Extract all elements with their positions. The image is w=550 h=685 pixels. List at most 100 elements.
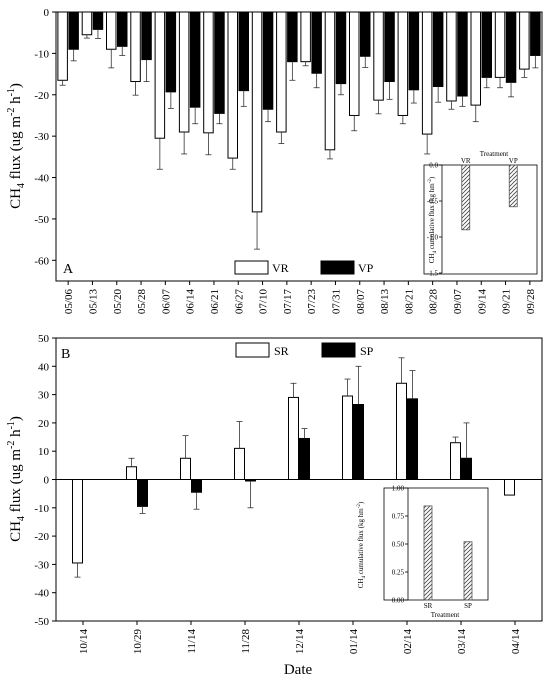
x-tick-label-08-13: 08/13 [379,289,391,315]
legend-swatch-sr [235,342,270,358]
y-tick-label: 10 [38,446,50,458]
bar-VP-05-06 [68,11,79,50]
y-tick-label: -20 [34,531,49,543]
bar-SP-11-14 [191,479,202,493]
bar-VR-08-07 [349,11,360,116]
bar-VP-09-07 [457,11,468,97]
x-tick-label-10-14: 10/14 [78,629,90,655]
inset-b-bars: SR SP [423,505,473,610]
y-tick-label: 40 [38,361,50,373]
bar-SP-02-14 [407,398,418,480]
x-tick-label-10-29: 10/29 [132,629,144,655]
inset-bar-VP [508,164,518,208]
x-tick-label-04-14: 04/14 [510,629,522,655]
inset-y-tick-label: -1.5 [427,270,439,278]
inset-category-label-VR: VR [461,157,471,165]
inset-a-bars: VR VP [461,157,518,231]
bar-VP-08-13 [384,11,395,83]
x-tick-label-08-21: 08/21 [403,289,415,314]
bar-VR-05-13 [81,11,93,36]
x-tick-label-05-20: 05/20 [112,289,124,315]
y-tick-label: -10 [34,48,49,60]
inset-b-y-axis: 0.00 0.25 0.50 0.75 1.00 [392,485,409,605]
x-tick-label-09-14: 09/14 [476,289,488,315]
y-tick-label: -20 [34,90,49,102]
x-tick-label-09-07: 09/07 [452,289,464,315]
bar-VP-05-28 [141,11,152,61]
x-tick-label-06-07: 06/07 [160,289,172,315]
x-tick-label-11-28: 11/28 [240,629,252,654]
inset-bar-SP [463,541,473,601]
x-tick-label-01-14: 01/14 [348,629,360,655]
inset-y-tick-label: 0.0 [429,162,438,170]
y-tick-label: 0 [44,475,50,487]
panel-a: 0 -10 -20 -30 -40 -50 -60 05/06 05/13 05/20 05/28… [6,7,543,315]
inset-y-tick-label: 0.00 [392,597,405,605]
bar-VR-07-31 [324,11,336,151]
inset-y-tick-label: 0.25 [392,569,405,577]
x-tick-label-07-17: 07/17 [282,289,294,315]
panel-b-letter: B [61,347,70,362]
inset-b-x-axis-title: Treatment [431,611,460,619]
inset-a-y-axis-title: CH4 cumulative flux (kg hm-2) [428,176,438,263]
inset-bar-SR [423,505,433,601]
bar-VP-08-07 [360,11,371,57]
bar-VR-07-17 [276,11,287,133]
bar-SP-03-14 [461,457,472,480]
y-tick-label: -40 [34,173,49,185]
inset-y-tick-label: 0.75 [392,513,405,521]
bar-SP-01-14 [353,404,364,481]
y-tick-label: 50 [38,333,50,345]
bar-VP-07-17 [287,11,298,63]
bar-SR-11-28 [234,447,245,480]
bar-SP-11-28 [245,479,256,482]
x-tick-label-12-14: 12/14 [294,629,306,655]
x-tick-label-07-23: 07/23 [306,289,318,315]
x-tick-label-02-14: 02/14 [402,629,414,655]
legend-swatch-sp [321,342,356,358]
bar-VP-08-28 [432,11,444,87]
x-tick-label-07-31: 07/31 [330,289,342,314]
bar-SR-11-14 [180,457,191,480]
bar-VP-07-23 [311,11,322,74]
inset-a-y-axis: 0.0 -0.5 -1.0 -1.5 [427,162,443,278]
x-tick-label-06-14: 06/14 [185,289,197,315]
panel-b-y-axis: 50 40 30 20 10 0 -10 -20 -30 -40 -50 [34,333,56,628]
inset-y-tick-label: 1.00 [392,485,405,493]
inset-category-label-SP: SP [464,602,472,610]
panel-a-frame [55,11,543,282]
bar-VP-06-21 [214,11,225,114]
panel-b: 50 40 30 20 10 0 -10 -20 -30 -40 -50 10/14 10/29 11/… [6,333,543,655]
legend-label-vr: VR [272,261,289,275]
bar-VR-09-21 [494,11,506,78]
bar-VP-09-21 [505,11,517,83]
bar-VP-05-13 [92,11,104,30]
panel-a-inset: Treatment 0.0 -0.5 -1.0 -1.5 VR VP CH4 cumul… [423,150,538,278]
bar-VR-09-07 [446,11,457,102]
bar-SR-10-29 [126,466,137,481]
panel-a-letter: A [63,262,74,277]
bar-VP-07-31 [335,11,347,85]
bar-SR-04-14 [504,479,515,496]
bar-VR-07-10 [251,11,263,213]
y-tick-label: -30 [34,559,49,571]
bar-VP-05-20 [117,11,128,47]
bar-VP-09-14 [481,11,492,78]
bar-SR-10-14 [72,479,83,564]
bar-SR-03-14 [450,442,461,480]
bar-VR-06-27 [227,11,238,159]
panel-a-legend: VR VP [234,260,374,275]
y-tick-label: 20 [38,418,50,430]
bar-VR-06-21 [203,11,214,134]
legend-label-sr: SR [274,344,289,358]
bar-VR-05-28 [130,11,141,83]
bar-VP-07-10 [262,11,274,110]
bar-VR-08-28 [421,11,433,135]
bar-VP-06-07 [165,11,177,93]
x-tick-label-11-14: 11/14 [186,629,198,654]
x-tick-label-08-28: 08/28 [428,289,440,315]
x-tick-label-09-28: 09/28 [525,289,537,315]
panel-a-y-axis: 0 -10 -20 -30 -40 -50 -60 [34,7,56,267]
bar-SP-10-29 [137,479,148,507]
